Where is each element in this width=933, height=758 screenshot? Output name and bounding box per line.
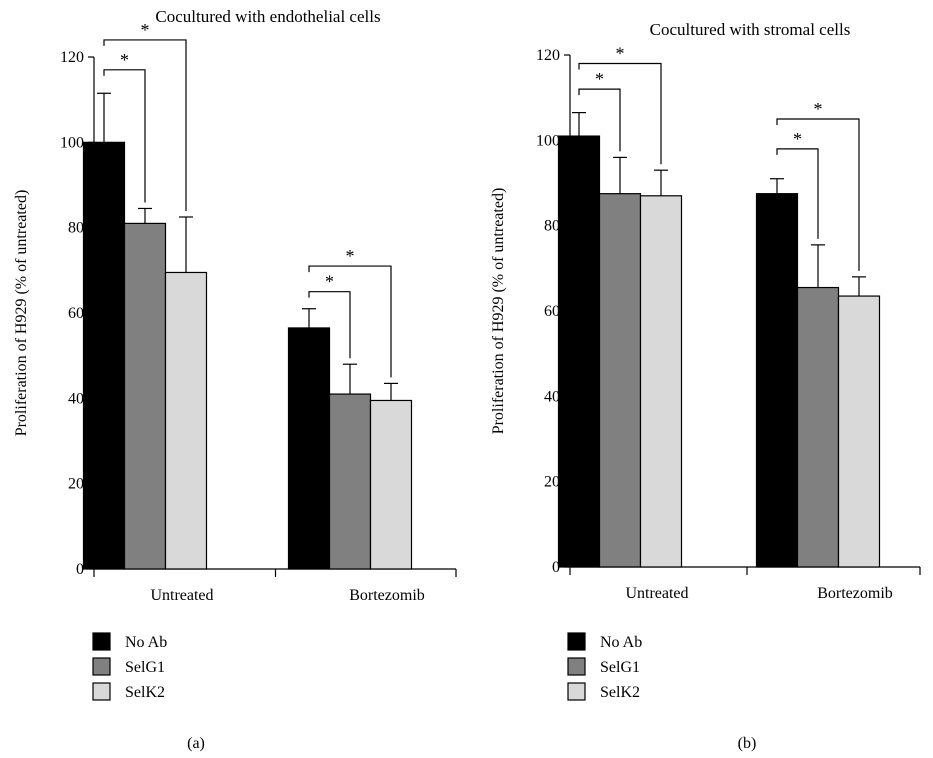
significance-star: * — [325, 272, 334, 292]
chart-panel-1: Cocultured with stromal cells Proliferati… — [490, 20, 921, 752]
y-tick-label: 60 — [68, 305, 84, 322]
bar — [328, 393, 372, 570]
significance-star: * — [616, 44, 625, 64]
y-tick-label: 60 — [544, 303, 560, 320]
y-tick-label: 20 — [544, 474, 560, 491]
significance-star: * — [141, 20, 150, 40]
legend-swatch — [567, 657, 586, 676]
significance-bracket — [578, 88, 621, 152]
y-tick-label: 120 — [536, 47, 560, 64]
bar — [796, 286, 840, 568]
significance-star: * — [346, 246, 355, 266]
legend-label: SelG1 — [125, 659, 165, 676]
legend-label: SelG1 — [600, 659, 640, 676]
y-tick-label: 0 — [76, 561, 84, 578]
legend-swatch — [92, 682, 111, 701]
y-axis-label: Proliferation of H929 (% of untreated) — [490, 188, 507, 435]
significance-bracket — [578, 62, 662, 165]
significance-star: * — [595, 69, 604, 89]
legend-label: SelK2 — [125, 684, 165, 701]
y-tick-label: 40 — [544, 388, 560, 405]
legend-swatch — [567, 632, 586, 651]
bar — [557, 135, 601, 568]
bar — [164, 271, 208, 570]
legend-swatch — [92, 632, 111, 651]
y-tick-label: 120 — [60, 49, 84, 66]
legend-swatch — [567, 682, 586, 701]
y-tick-label: 100 — [536, 132, 560, 149]
bar — [755, 193, 799, 568]
x-tick-label: Bortezomib — [349, 587, 425, 604]
bar — [837, 295, 881, 568]
x-tick-label: Untreated — [150, 587, 213, 604]
y-tick-label: 80 — [68, 220, 84, 237]
bar — [82, 141, 126, 570]
bar — [639, 195, 683, 568]
significance-star: * — [814, 99, 823, 119]
chart-title: Cocultured with stromal cells — [650, 20, 851, 39]
y-tick-label: 80 — [544, 218, 560, 235]
x-tick-label: Bortezomib — [817, 585, 893, 602]
bar — [598, 193, 642, 568]
y-tick-label: 0 — [552, 559, 560, 576]
significance-star: * — [793, 129, 802, 149]
bar — [123, 222, 167, 570]
significance-bracket — [776, 148, 819, 239]
y-tick-label: 20 — [68, 476, 84, 493]
y-tick-label: 100 — [60, 134, 84, 151]
significance-bracket — [308, 265, 392, 378]
chart-title: Cocultured with endothelial cells — [155, 7, 380, 26]
bar — [369, 399, 413, 570]
significance-star: * — [120, 50, 129, 70]
legend-label: No Ab — [600, 634, 642, 651]
panel-label: (a) — [187, 735, 205, 752]
significance-bracket — [776, 118, 860, 271]
significance-bracket — [103, 39, 187, 211]
chart-panel-0: Cocultured with endothelial cells Prolife… — [13, 7, 457, 752]
legend-label: No Ab — [125, 634, 167, 651]
y-tick-label: 40 — [68, 390, 84, 407]
significance-bracket — [103, 69, 146, 203]
legend-label: SelK2 — [600, 684, 640, 701]
panel-label: (b) — [738, 735, 757, 752]
y-axis-label: Proliferation of H929 (% of untreated) — [13, 190, 30, 437]
x-tick-label: Untreated — [625, 585, 688, 602]
bar — [287, 327, 331, 570]
significance-bracket — [308, 291, 351, 359]
legend-swatch — [92, 657, 111, 676]
